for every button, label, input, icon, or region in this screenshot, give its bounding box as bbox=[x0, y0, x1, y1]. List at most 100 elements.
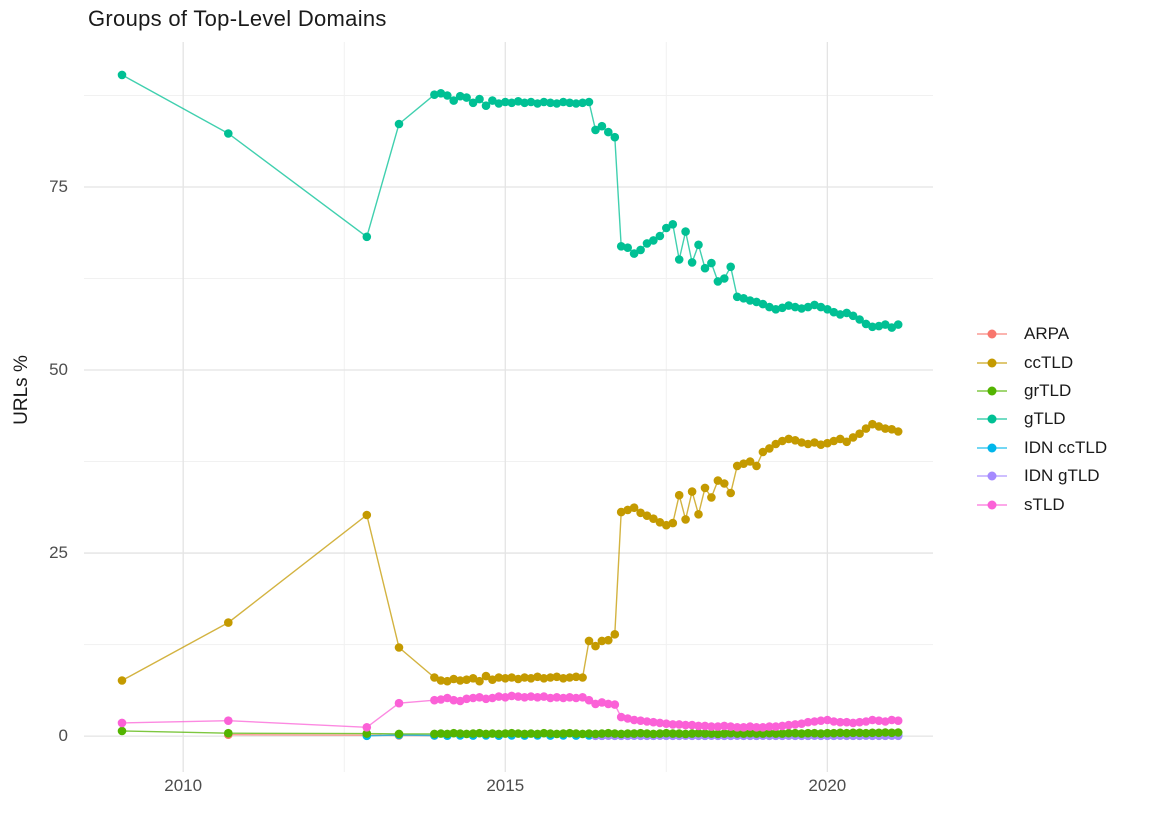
data-point-gtld bbox=[893, 320, 903, 329]
data-point-gtld bbox=[610, 132, 620, 142]
data-point-grtld bbox=[533, 729, 542, 739]
data-point-stld bbox=[571, 693, 581, 703]
data-point-gtld bbox=[694, 240, 703, 250]
data-point-grtld bbox=[526, 729, 536, 738]
data-point-stld bbox=[835, 717, 845, 727]
data-point-grtld bbox=[649, 729, 658, 739]
data-point-grtld bbox=[874, 728, 884, 738]
data-point-grtld bbox=[700, 729, 710, 738]
data-point-gtld bbox=[674, 255, 684, 264]
data-point-grtld bbox=[546, 729, 555, 738]
data-point-grtld bbox=[584, 729, 594, 738]
data-point-stld bbox=[893, 716, 903, 725]
data-point-grtld bbox=[616, 729, 626, 739]
data-point-gtld bbox=[758, 299, 768, 309]
data-point-stld bbox=[462, 694, 471, 704]
data-point-gtld bbox=[887, 323, 897, 332]
data-point-grtld bbox=[726, 728, 735, 738]
data-point-gtld bbox=[662, 223, 671, 233]
legend-item-cctld: ccTLD bbox=[977, 348, 1107, 376]
data-point-grtld bbox=[430, 729, 439, 739]
data-point-grtld bbox=[578, 729, 587, 739]
data-point-gtld bbox=[584, 97, 594, 107]
data-point-grtld bbox=[707, 729, 716, 738]
data-point-cctld bbox=[758, 447, 768, 457]
data-point-cctld bbox=[713, 476, 723, 485]
data-point-grtld bbox=[835, 728, 845, 738]
data-point-grtld bbox=[362, 729, 372, 738]
data-point-cctld bbox=[687, 487, 697, 496]
data-point-grtld bbox=[881, 728, 890, 737]
data-point-grtld bbox=[797, 729, 806, 738]
data-point-gtld bbox=[803, 302, 813, 312]
x-tick-label-2015: 2015 bbox=[486, 776, 525, 795]
data-point-gtld bbox=[455, 91, 465, 101]
data-point-gtld bbox=[468, 98, 478, 108]
data-point-cctld bbox=[881, 424, 890, 433]
data-point-stld bbox=[488, 693, 497, 703]
data-point-grtld bbox=[765, 728, 774, 738]
legend-item-grtld: grTLD bbox=[977, 377, 1107, 405]
data-point-cctld bbox=[848, 433, 858, 442]
data-point-cctld bbox=[539, 674, 549, 683]
data-point-stld bbox=[713, 722, 723, 731]
data-point-stld bbox=[681, 720, 690, 730]
data-point-cctld bbox=[771, 439, 781, 449]
data-point-grtld bbox=[604, 728, 613, 738]
data-point-cctld bbox=[117, 676, 127, 685]
data-point-grtld bbox=[674, 729, 684, 738]
legend-item-arpa: ARPA bbox=[977, 320, 1107, 348]
data-point-grtld bbox=[629, 729, 639, 738]
data-point-grtld bbox=[597, 729, 607, 738]
data-point-gtld bbox=[726, 262, 735, 272]
data-point-cctld bbox=[745, 457, 755, 466]
data-point-cctld bbox=[571, 672, 581, 682]
legend-key-icon-arpa bbox=[977, 325, 1007, 343]
data-point-cctld bbox=[649, 514, 658, 523]
data-point-stld bbox=[668, 720, 678, 729]
data-point-grtld bbox=[732, 729, 742, 738]
data-point-gtld bbox=[636, 245, 645, 255]
data-point-cctld bbox=[616, 507, 626, 517]
data-point-stld bbox=[559, 693, 568, 703]
data-point-grtld bbox=[771, 729, 781, 738]
data-point-grtld bbox=[571, 729, 581, 738]
data-point-stld bbox=[494, 692, 504, 701]
data-point-gtld bbox=[430, 90, 439, 99]
legend-key-icon-cctld bbox=[977, 354, 1007, 372]
data-point-cctld bbox=[636, 508, 645, 518]
data-point-grtld bbox=[713, 729, 723, 739]
data-point-stld bbox=[745, 722, 755, 731]
data-point-gtld bbox=[616, 242, 626, 251]
data-point-stld bbox=[687, 720, 697, 730]
data-point-gtld bbox=[790, 302, 800, 312]
data-point-gtld bbox=[707, 258, 716, 268]
data-point-grtld bbox=[636, 728, 645, 738]
data-point-cctld bbox=[752, 461, 761, 471]
data-point-stld bbox=[881, 717, 890, 726]
data-point-cctld bbox=[394, 643, 404, 652]
data-point-stld bbox=[539, 692, 549, 701]
data-point-cctld bbox=[674, 490, 684, 500]
data-point-gtld bbox=[848, 311, 858, 321]
data-point-grtld bbox=[462, 729, 471, 739]
data-point-grtld bbox=[778, 729, 787, 738]
data-point-stld bbox=[475, 693, 484, 702]
x-tick-label-2010: 2010 bbox=[164, 776, 203, 795]
data-point-stld bbox=[655, 718, 665, 728]
data-point-cctld bbox=[449, 674, 459, 684]
data-point-stld bbox=[790, 720, 800, 729]
chart-title: Groups of Top-Level Domains bbox=[88, 6, 387, 31]
y-tick-label-50: 50 bbox=[49, 360, 68, 380]
data-point-grtld bbox=[868, 728, 877, 738]
data-point-stld bbox=[803, 717, 813, 727]
data-point-grtld bbox=[861, 728, 871, 738]
data-point-gtld bbox=[681, 227, 690, 236]
data-point-gtld bbox=[394, 119, 404, 129]
data-point-cctld bbox=[462, 675, 471, 684]
data-point-stld bbox=[726, 722, 735, 731]
data-point-cctld bbox=[816, 440, 826, 450]
legend-label-arpa: ARPA bbox=[1024, 324, 1070, 344]
data-point-grtld bbox=[623, 729, 632, 738]
